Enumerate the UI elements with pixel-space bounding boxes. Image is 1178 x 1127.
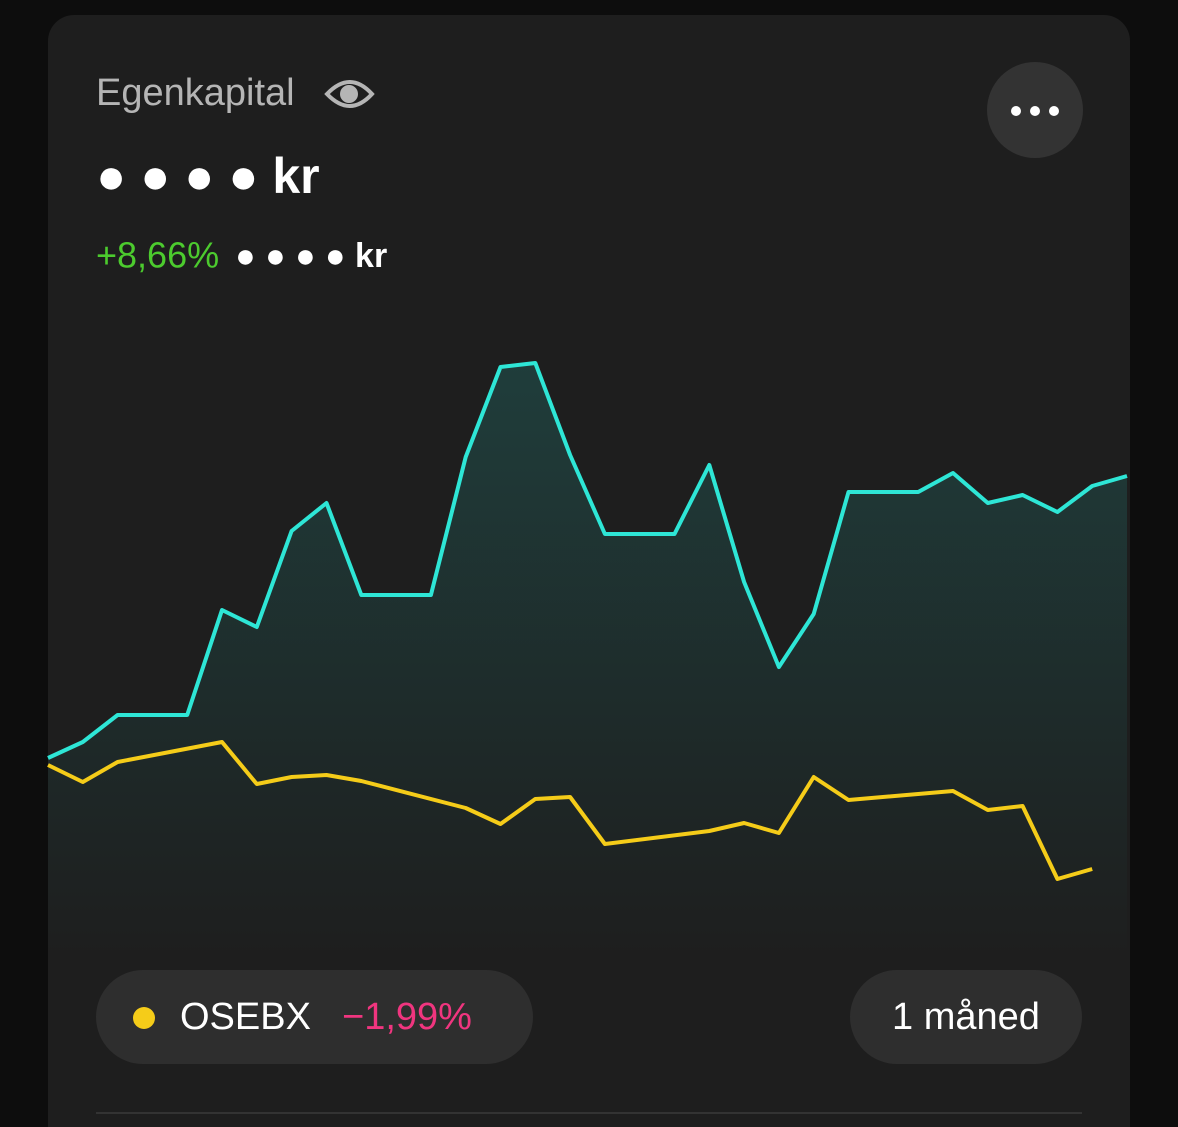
amount: ● ● ● ● kr [96,148,320,204]
change-percent: +8,66% [96,235,219,276]
line [47,740,1093,881]
benchmark-chip[interactable] [96,970,533,1064]
title: Egenkapital [96,72,295,114]
legend-name: OSEBX [180,996,311,1038]
benchmark-change: −1,99% [342,996,472,1038]
period-button[interactable] [850,970,1082,1064]
eye-icon[interactable] [324,80,375,108]
period-label: 1 måned [892,996,1040,1038]
legend-dot [133,1007,155,1029]
line [47,361,1128,760]
change-amount: ● ● ● ● kr [235,237,387,275]
chart [47,361,1128,960]
more-dots [1011,106,1059,116]
